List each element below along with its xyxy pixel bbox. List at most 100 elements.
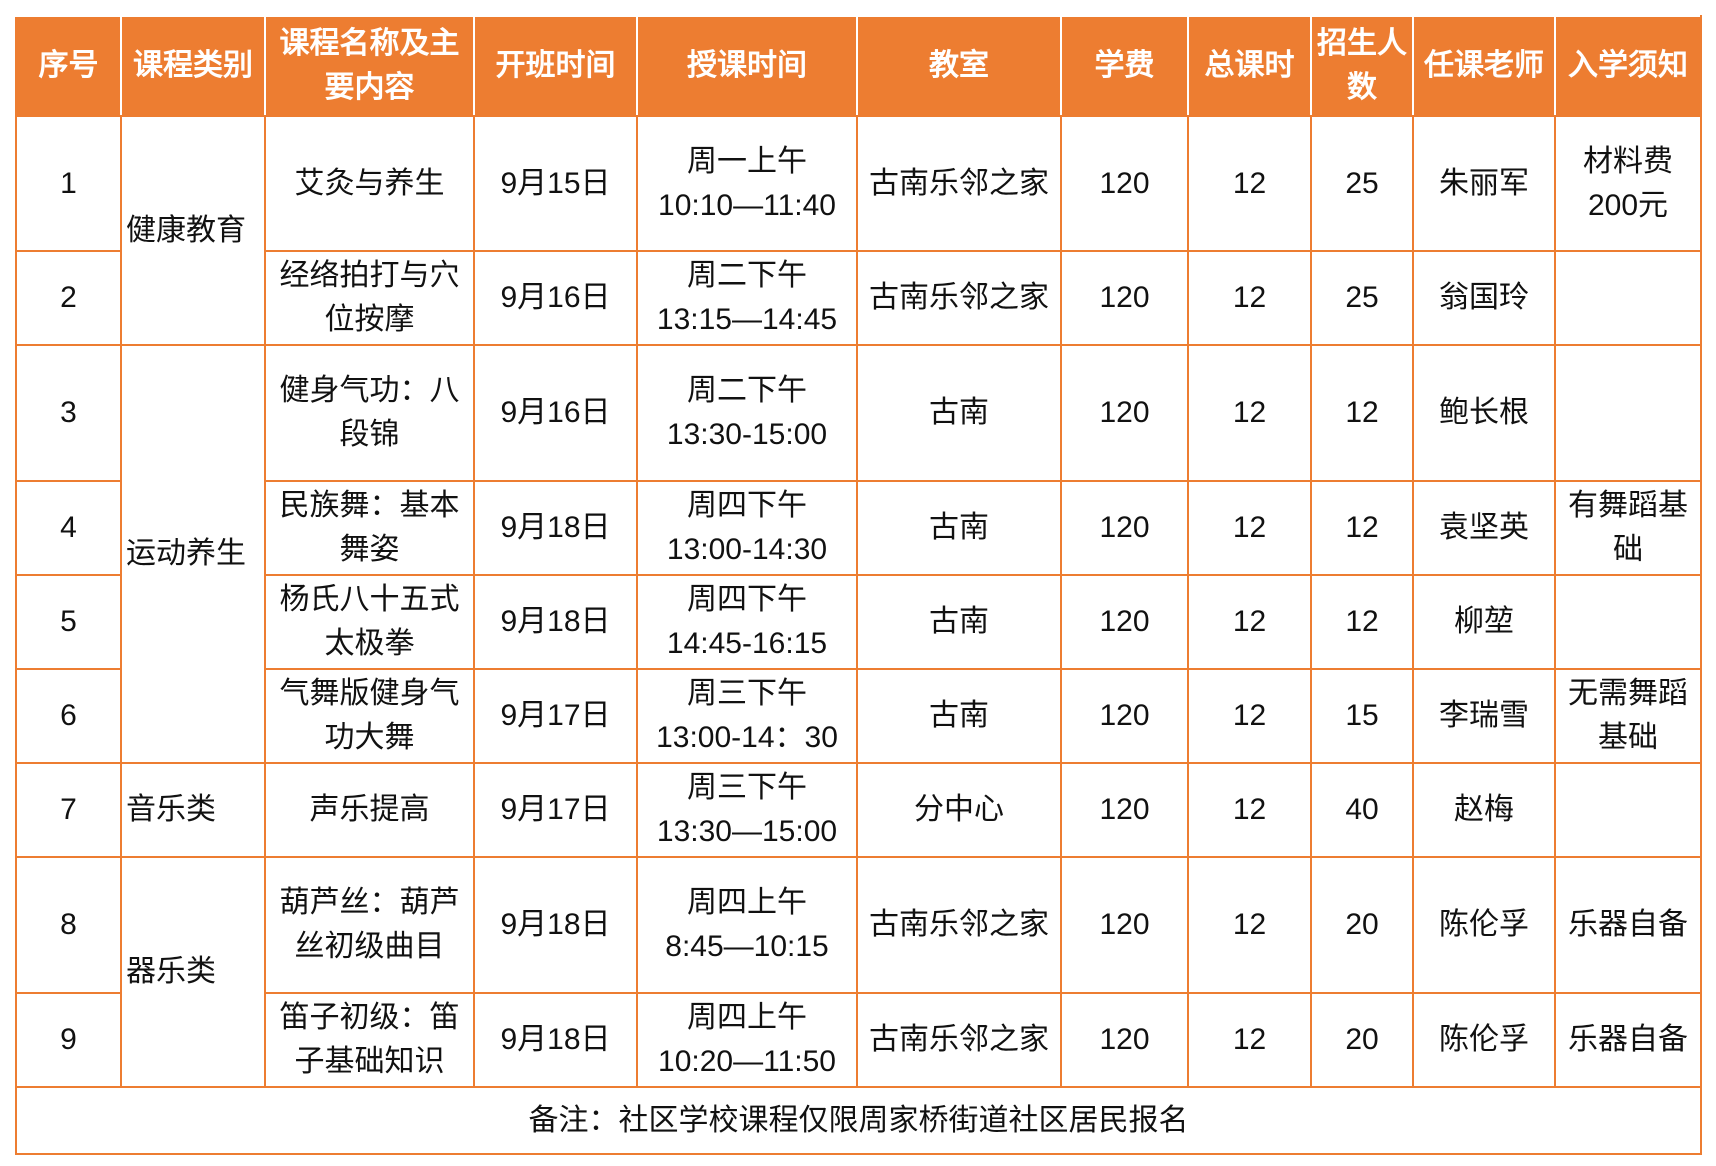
table-row: 7 音乐类 声乐提高 9月17日 周三下午 13:30—15:00 分中心 120 12 40 赵… xyxy=(15,762,1702,858)
table-cell: 分中心 xyxy=(856,762,1062,858)
table-body: 1 健康教育 艾灸与养生 9月15日 周一上午 10:10—11:40 古南乐邻之家 120… xyxy=(15,115,1702,1155)
table-cell: 120 xyxy=(1060,992,1189,1088)
table-cell: 9月18日 xyxy=(473,992,638,1088)
table-cell: 9月16日 xyxy=(473,250,638,346)
table-cell: 有舞蹈基础 xyxy=(1554,480,1702,576)
table-cell: 9月18日 xyxy=(473,480,638,576)
table-cell: 9月17日 xyxy=(473,668,638,764)
header-row: 序号 课程类别 课程名称及主要内容 开班时间 授课时间 教室 学费 总课时 招生人数 任课老师 入学… xyxy=(15,15,1702,117)
table-cell: 2 xyxy=(15,250,122,346)
table-cell: 柳堃 xyxy=(1412,574,1556,670)
table-cell: 袁坚英 xyxy=(1412,480,1556,576)
empty-cell xyxy=(1554,762,1702,858)
course-table: 序号 课程类别 课程名称及主要内容 开班时间 授课时间 教室 学费 总课时 招生人数 任课老师 入学… xyxy=(15,15,1702,1155)
table-cell: 120 xyxy=(1060,344,1189,482)
table-cell: 笛子初级：笛子基础知识 xyxy=(264,992,475,1088)
table-cell: 9月17日 xyxy=(473,762,638,858)
header-cell: 序号 xyxy=(15,15,122,117)
header-cell: 招生人数 xyxy=(1310,15,1414,117)
table-cell: 古南乐邻之家 xyxy=(856,992,1062,1088)
table-cell: 12 xyxy=(1310,480,1414,576)
table-cell: 周四下午 14:45-16:15 xyxy=(636,574,858,670)
table-cell: 古南 xyxy=(856,480,1062,576)
table-cell: 古南乐邻之家 xyxy=(856,250,1062,346)
header-cell: 教室 xyxy=(856,15,1062,117)
table-cell: 120 xyxy=(1060,115,1189,252)
table-cell: 20 xyxy=(1310,856,1414,994)
table-cell: 120 xyxy=(1060,856,1189,994)
table-row: 6 气舞版健身气功大舞 9月17日 周三下午 13:00-14：30 古南 120 12 15… xyxy=(15,668,1702,764)
table-cell: 4 xyxy=(15,480,122,576)
table-cell: 陈伦孚 xyxy=(1412,856,1556,994)
table-cell: 材料费 200元 xyxy=(1554,115,1702,252)
empty-cell xyxy=(1554,250,1702,346)
table-cell: 气舞版健身气功大舞 xyxy=(264,668,475,764)
table-cell: 12 xyxy=(1310,344,1414,482)
table-cell: 鲍长根 xyxy=(1412,344,1556,482)
table-cell: 12 xyxy=(1187,115,1312,252)
empty-cell xyxy=(1554,574,1702,670)
table-row: 5 杨氏八十五式太极拳 9月18日 周四下午 14:45-16:15 古南 120 12 12… xyxy=(15,574,1702,670)
header-cell: 课程名称及主要内容 xyxy=(264,15,475,117)
header-cell: 任课老师 xyxy=(1412,15,1556,117)
table-cell: 朱丽军 xyxy=(1412,115,1556,252)
header-cell: 入学须知 xyxy=(1554,15,1702,117)
header-cell: 授课时间 xyxy=(636,15,858,117)
table-cell: 120 xyxy=(1060,762,1189,858)
table-cell: 12 xyxy=(1187,762,1312,858)
category-cell: 运动养生 xyxy=(120,344,266,764)
table-cell: 120 xyxy=(1060,250,1189,346)
table-cell: 3 xyxy=(15,344,122,482)
table-cell: 周二下午 13:30-15:00 xyxy=(636,344,858,482)
table-cell: 周四下午 13:00-14:30 xyxy=(636,480,858,576)
table-cell: 9月16日 xyxy=(473,344,638,482)
table-cell: 无需舞蹈基础 xyxy=(1554,668,1702,764)
table-cell: 9月18日 xyxy=(473,856,638,994)
table-row: 4 民族舞：基本舞姿 9月18日 周四下午 13:00-14:30 古南 120 12 12 袁… xyxy=(15,480,1702,576)
table-cell: 8 xyxy=(15,856,122,994)
table-row: 8 器乐类 葫芦丝：葫芦丝初级曲目 9月18日 周四上午 8:45—10:15 古南乐邻之… xyxy=(15,856,1702,1088)
table-cell: 周三下午 13:00-14：30 xyxy=(636,668,858,764)
table-cell: 40 xyxy=(1310,762,1414,858)
table-cell: 周三下午 13:30—15:00 xyxy=(636,762,858,858)
table-cell: 12 xyxy=(1187,250,1312,346)
table-cell: 李瑞雪 xyxy=(1412,668,1556,764)
category-cell: 器乐类 xyxy=(120,856,266,1088)
table-cell: 古南 xyxy=(856,574,1062,670)
header-cell: 学费 xyxy=(1060,15,1189,117)
table-cell: 9月18日 xyxy=(473,574,638,670)
table-cell: 赵梅 xyxy=(1412,762,1556,858)
table-cell: 12 xyxy=(1187,574,1312,670)
table-cell: 9 xyxy=(15,992,122,1088)
header-cell: 开班时间 xyxy=(473,15,638,117)
table-cell: 古南乐邻之家 xyxy=(856,856,1062,994)
header-cell: 总课时 xyxy=(1187,15,1312,117)
table-cell: 翁国玲 xyxy=(1412,250,1556,346)
table-cell: 周二下午 13:15—14:45 xyxy=(636,250,858,346)
table-cell: 12 xyxy=(1187,344,1312,482)
category-cell: 健康教育 xyxy=(120,115,266,346)
table-cell: 民族舞：基本舞姿 xyxy=(264,480,475,576)
table-cell: 12 xyxy=(1187,856,1312,994)
table-cell: 周四上午 10:20—11:50 xyxy=(636,992,858,1088)
table-cell: 7 xyxy=(15,762,122,858)
note-cell: 备注：社区学校课程仅限周家桥街道社区居民报名 xyxy=(15,1086,1702,1155)
table-cell: 乐器自备 xyxy=(1554,856,1702,994)
table-cell: 120 xyxy=(1060,480,1189,576)
table-cell: 古南乐邻之家 xyxy=(856,115,1062,252)
table-cell: 9月15日 xyxy=(473,115,638,252)
table-row: 3 运动养生 健身气功：八段锦 9月16日 周二下午 13:30-15:00 古南 120 1… xyxy=(15,344,1702,764)
table-row: 1 健康教育 艾灸与养生 9月15日 周一上午 10:10—11:40 古南乐邻之家 120… xyxy=(15,115,1702,346)
table-cell: 健身气功：八段锦 xyxy=(264,344,475,482)
table-cell: 5 xyxy=(15,574,122,670)
table-cell: 陈伦孚 xyxy=(1412,992,1556,1088)
table-cell: 杨氏八十五式太极拳 xyxy=(264,574,475,670)
table-cell: 120 xyxy=(1060,668,1189,764)
table-cell: 乐器自备 xyxy=(1554,992,1702,1088)
table-cell: 声乐提高 xyxy=(264,762,475,858)
table-cell: 周一上午 10:10—11:40 xyxy=(636,115,858,252)
table-cell: 经络拍打与穴位按摩 xyxy=(264,250,475,346)
table-row: 9 笛子初级：笛子基础知识 9月18日 周四上午 10:20—11:50 古南乐邻之家 1… xyxy=(15,992,1702,1088)
table-cell: 12 xyxy=(1187,992,1312,1088)
table-cell: 15 xyxy=(1310,668,1414,764)
